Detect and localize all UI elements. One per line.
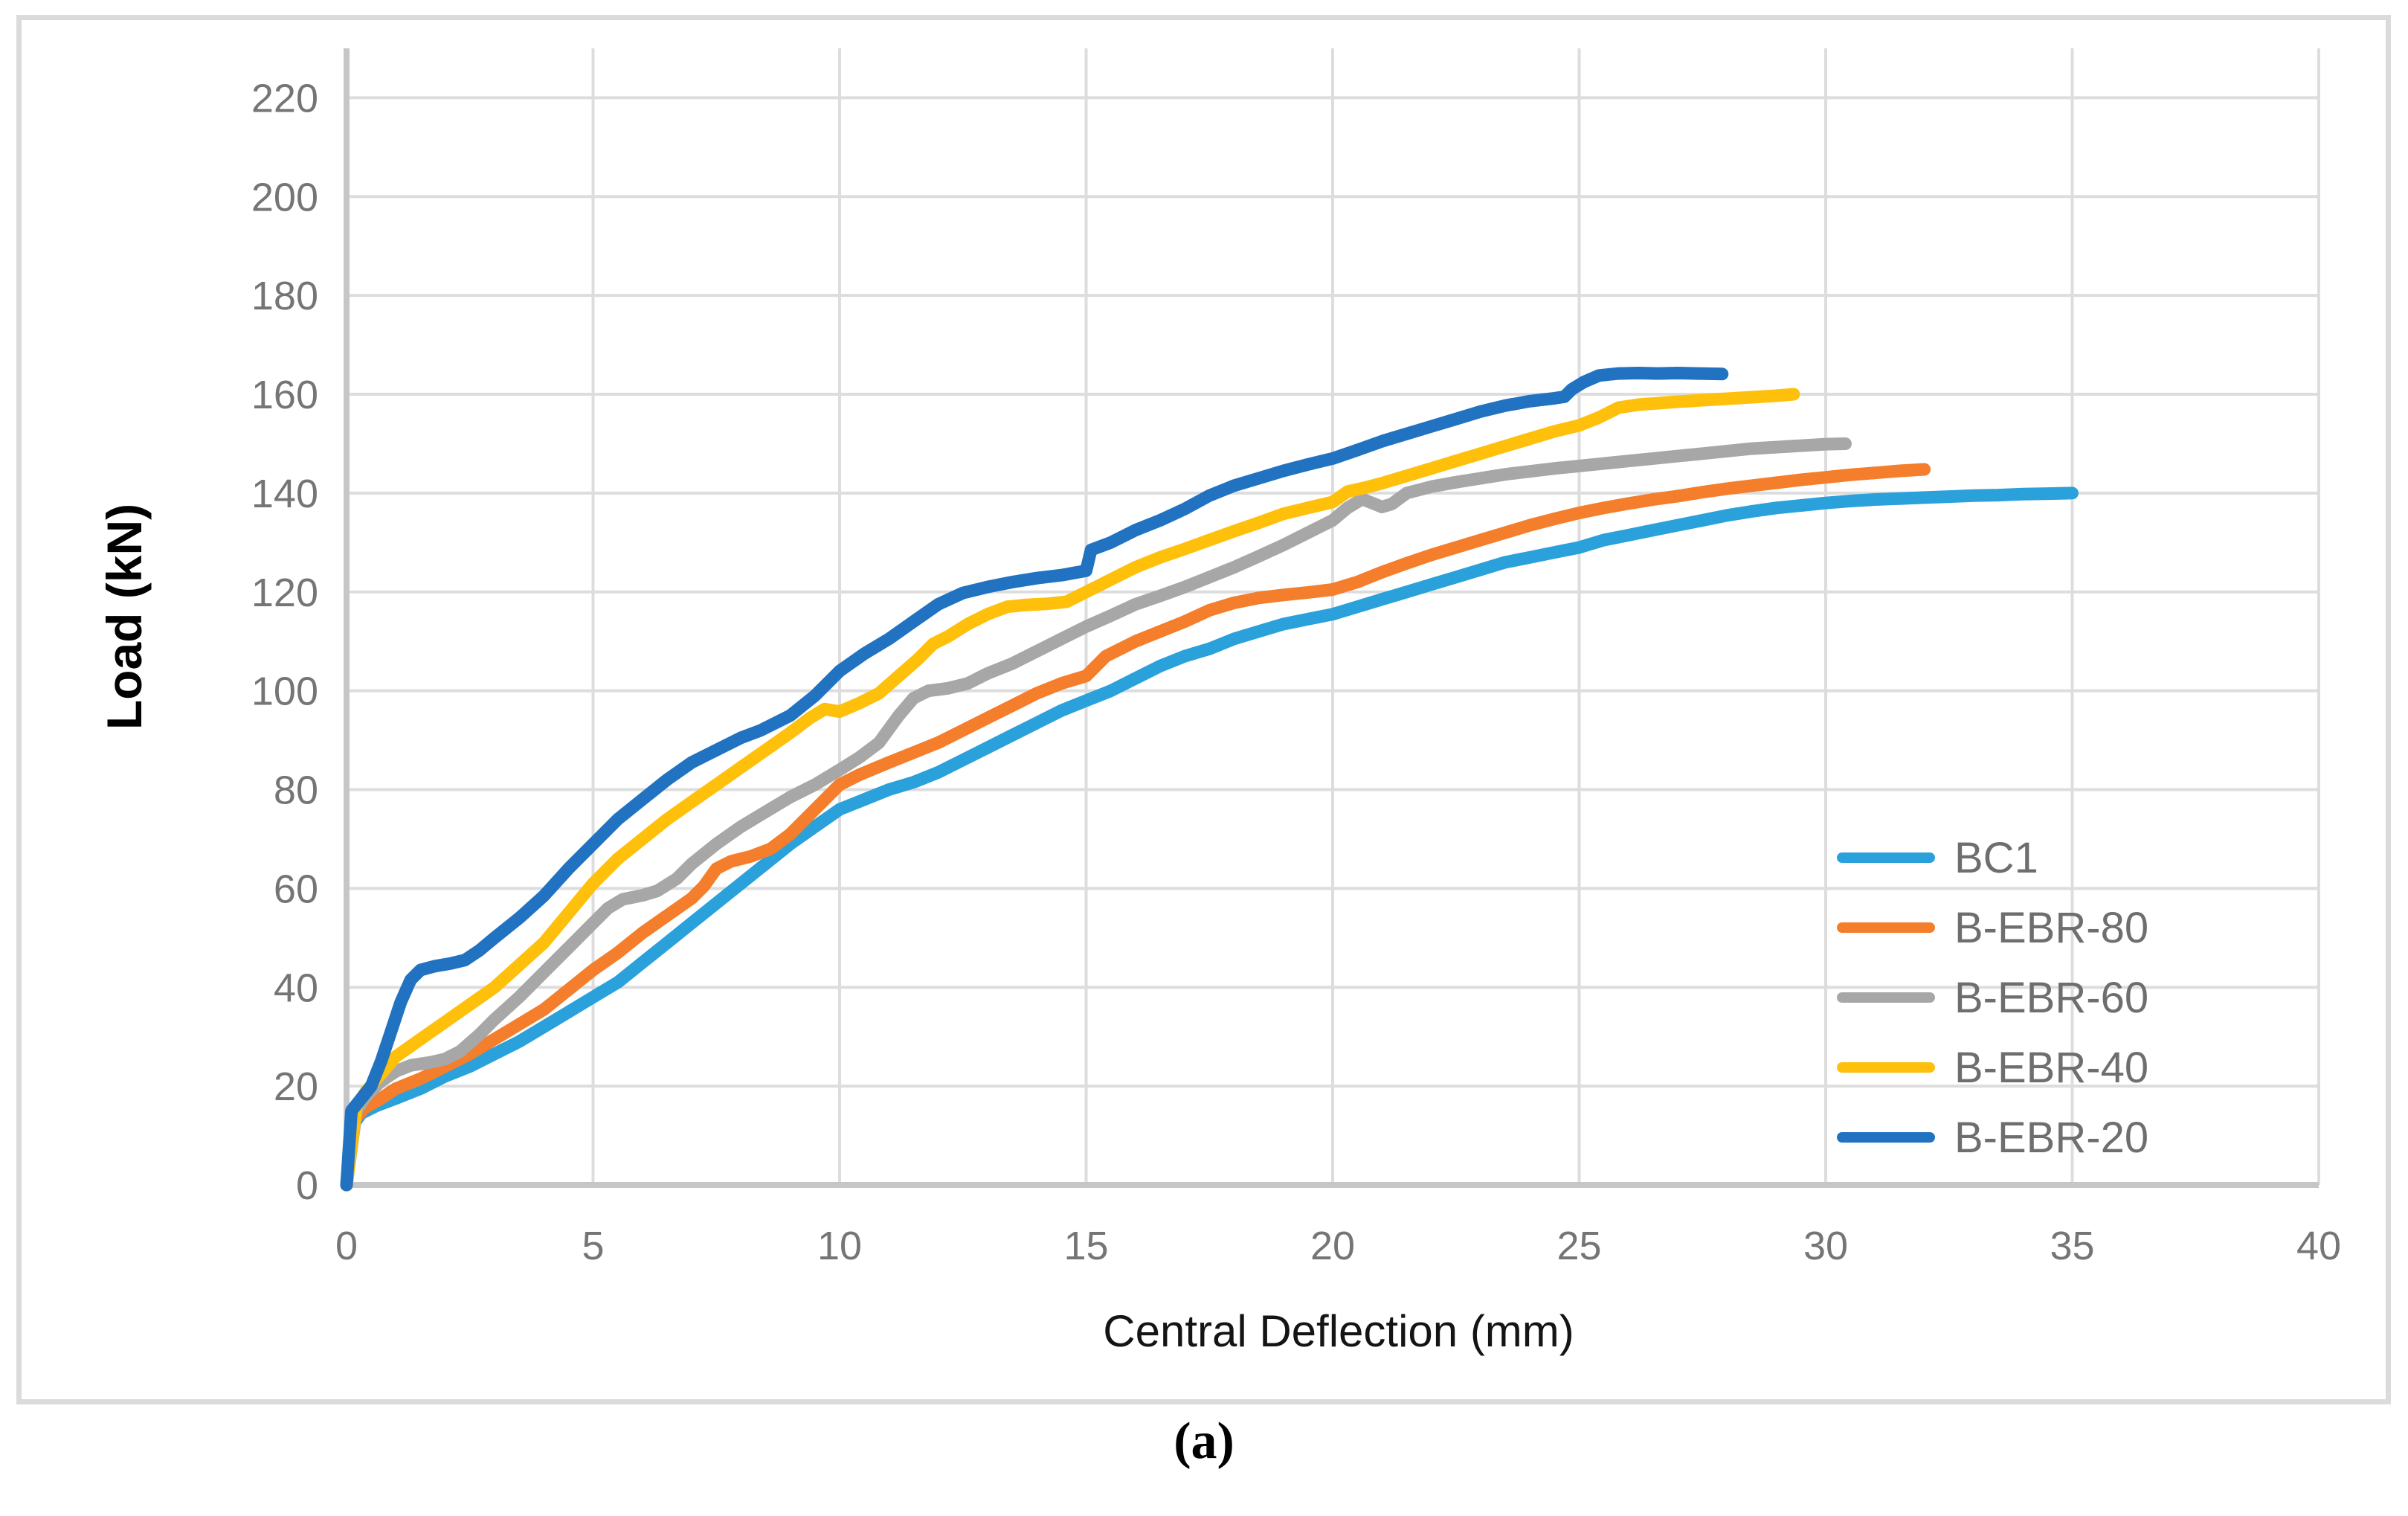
legend-line-swatch <box>1837 992 1935 1003</box>
y-tick-label: 180 <box>251 274 318 318</box>
x-tick-label: 20 <box>1310 1224 1355 1268</box>
tick-labels: 0 20 40 60 80 100 120 140 160 180 200 220 0 5 10 15 20 25… <box>251 76 2341 1268</box>
series-line-b-ebr-20 <box>340 367 1729 1192</box>
x-axis-title: Central Deflection (mm) <box>1103 1306 1574 1356</box>
y-tick-label: 220 <box>251 76 318 121</box>
legend-line-swatch <box>1837 852 1935 863</box>
x-tick-label: 35 <box>2050 1224 2094 1268</box>
legend-label: B-EBR-60 <box>1954 973 2149 1022</box>
axis-lines <box>344 48 2319 1188</box>
legend-label: B-EBR-20 <box>1954 1113 2149 1162</box>
legend-item-bc1: BC1 <box>1837 823 2148 893</box>
y-axis-title: Load (kN) <box>97 504 152 730</box>
legend-item-b-ebr-60: B-EBR-60 <box>1837 963 2148 1032</box>
series-line-b-ebr-60 <box>340 437 1852 1192</box>
y-tick-label: 0 <box>296 1163 318 1208</box>
y-tick-label: 120 <box>251 571 318 615</box>
y-tick-label: 100 <box>251 669 318 714</box>
legend-line-swatch <box>1837 922 1935 933</box>
x-tick-label: 0 <box>335 1224 358 1268</box>
series-lines <box>340 367 2079 1192</box>
series-line-bc1 <box>340 486 2079 1192</box>
x-tick-label: 5 <box>582 1224 604 1268</box>
y-tick-label: 40 <box>274 966 318 1010</box>
y-tick-label: 20 <box>274 1064 318 1109</box>
legend-line-swatch <box>1837 1062 1935 1073</box>
legend-line-swatch <box>1837 1132 1935 1143</box>
legend-label: B-EBR-40 <box>1954 1043 2149 1092</box>
figure-caption: (a) <box>1174 1413 1234 1470</box>
legend: BC1 B-EBR-80 B-EBR-60 B-EBR-40 B-EBR-20 <box>1837 823 2148 1172</box>
x-tick-label: 30 <box>1803 1224 1848 1268</box>
y-tick-label: 160 <box>251 373 318 417</box>
chart-outer-border <box>16 15 2391 1404</box>
y-tick-label: 200 <box>251 175 318 219</box>
legend-item-b-ebr-20: B-EBR-20 <box>1837 1102 2148 1172</box>
legend-label: B-EBR-80 <box>1954 903 2149 952</box>
x-tick-label: 40 <box>2296 1224 2341 1268</box>
y-tick-label: 140 <box>251 472 318 516</box>
legend-label: BC1 <box>1954 833 2038 882</box>
y-tick-label: 80 <box>274 768 318 813</box>
series-line-b-ebr-40 <box>340 388 1800 1192</box>
legend-item-b-ebr-80: B-EBR-80 <box>1837 893 2148 963</box>
series-line-b-ebr-80 <box>340 463 1931 1192</box>
y-tick-label: 60 <box>274 867 318 911</box>
x-tick-label: 10 <box>817 1224 862 1268</box>
x-tick-label: 25 <box>1556 1224 1601 1268</box>
x-tick-label: 15 <box>1063 1224 1108 1268</box>
legend-item-b-ebr-40: B-EBR-40 <box>1837 1032 2148 1102</box>
